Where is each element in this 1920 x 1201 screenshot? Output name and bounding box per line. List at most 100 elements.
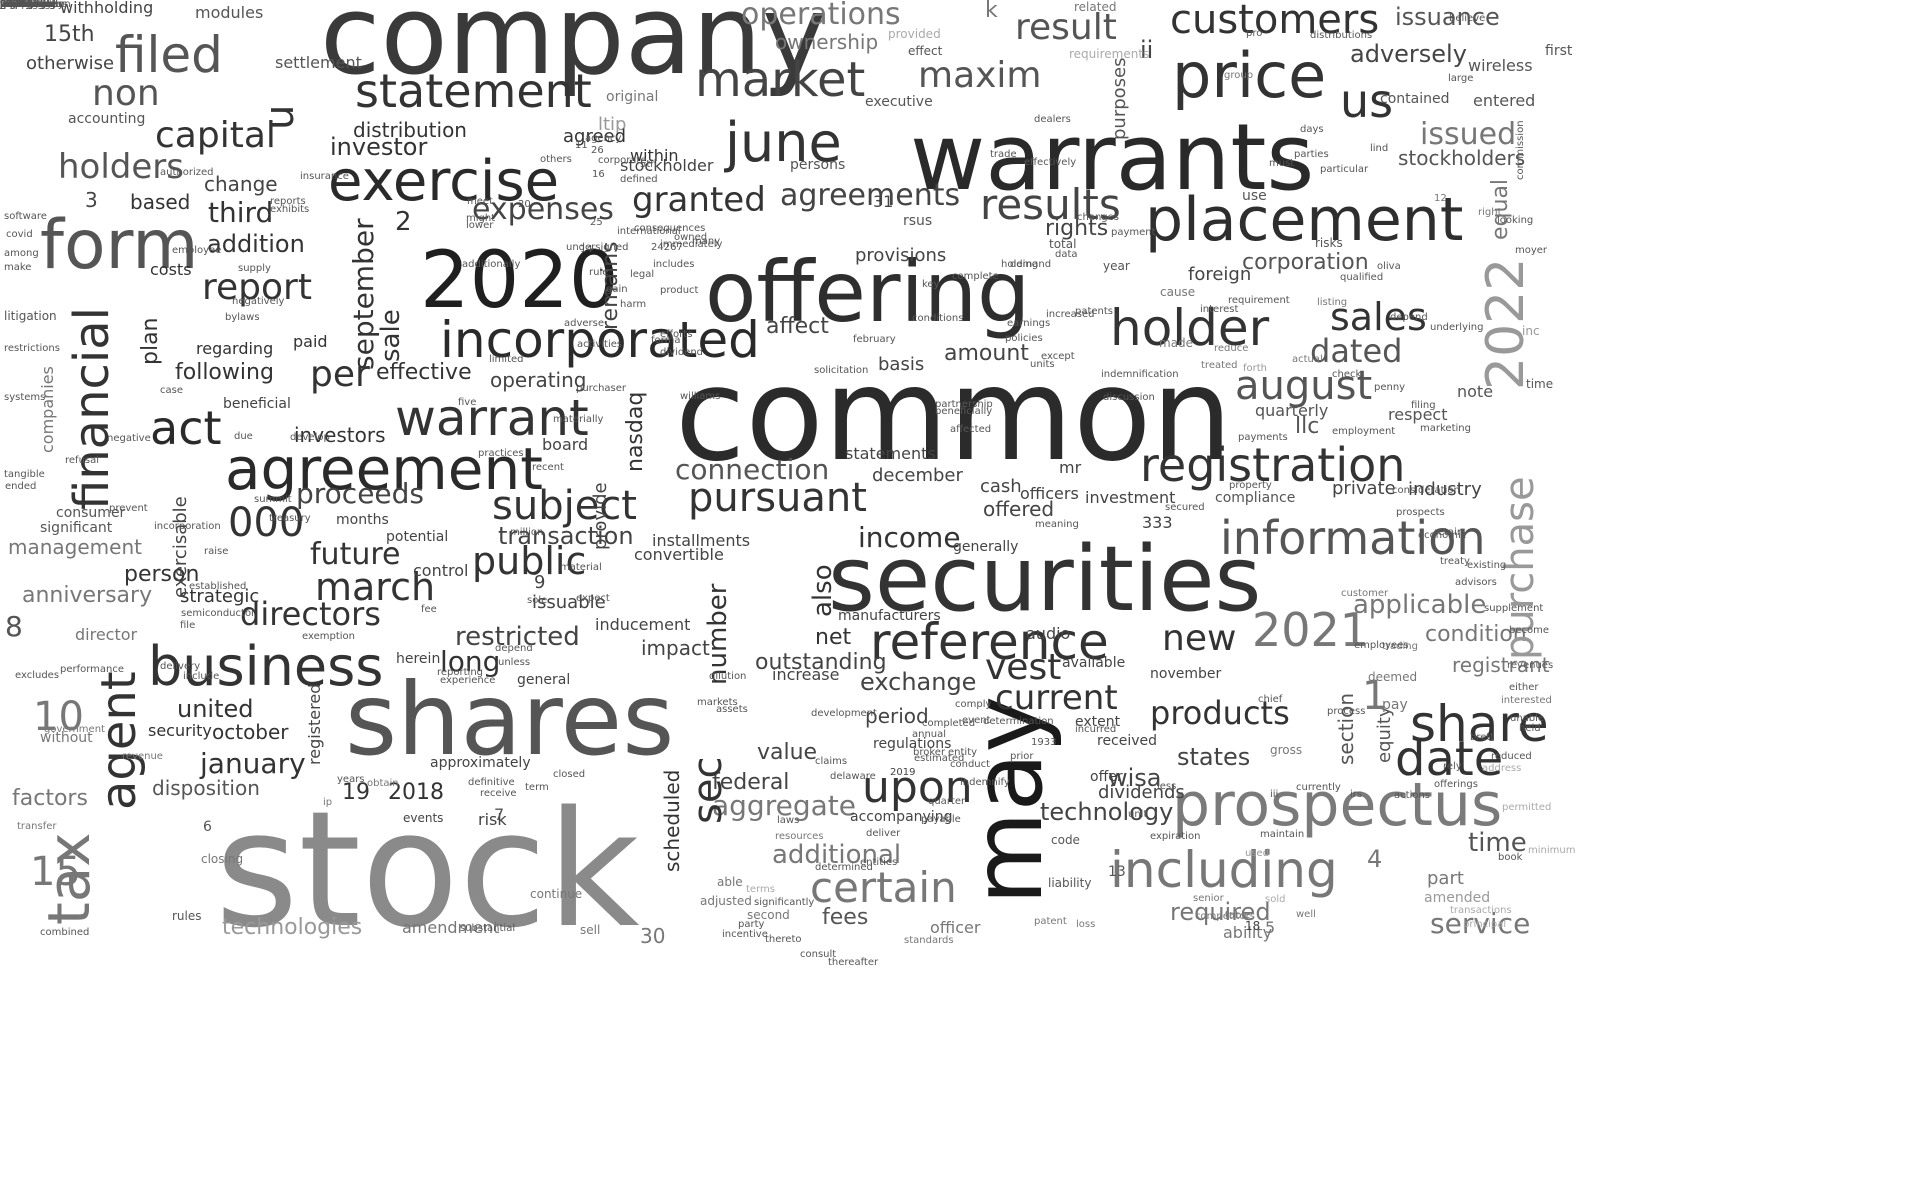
word-conduct: conduct — [950, 759, 991, 770]
word-general: general — [517, 672, 571, 688]
word-series: series — [0, 0, 30, 10]
word-beneficial: beneficial — [223, 396, 291, 412]
word-existing: existing — [1467, 560, 1507, 571]
word-advisors: advisors — [1455, 577, 1497, 588]
word-agreed: agreed — [563, 126, 627, 147]
word-treasury: treasury — [269, 513, 311, 524]
word-develop: develop — [290, 432, 330, 443]
word-maintain: maintain — [1260, 829, 1305, 840]
word-time: time — [1526, 377, 1554, 391]
word-customers: customers — [1170, 0, 1380, 43]
word-6: 6 — [203, 819, 212, 835]
word-might: might — [466, 213, 496, 224]
word-based: based — [130, 190, 191, 214]
word-wireless: wireless — [1468, 56, 1533, 75]
word-entered: entered — [1473, 91, 1536, 110]
word-13: 13 — [1108, 864, 1126, 880]
word-control: control — [413, 561, 469, 580]
word-rights: rights — [1045, 216, 1109, 241]
word-make: make — [4, 262, 32, 273]
word-private: private — [1332, 478, 1396, 499]
word-stockholder: stockholder — [620, 156, 714, 175]
word-outstanding: outstanding — [755, 650, 887, 675]
word-without: without — [40, 730, 93, 746]
word-strategic: strategic — [180, 586, 260, 607]
word-addition: addition — [207, 230, 305, 258]
word-prior: prior — [1010, 751, 1034, 762]
word-irs: irs — [1350, 789, 1363, 800]
word-total: total — [1049, 237, 1077, 251]
word-closing: closing — [201, 852, 244, 866]
word-broker: broker — [913, 747, 946, 758]
word-form: form — [40, 206, 199, 285]
word-brett: brett — [1470, 732, 1495, 743]
word-22: 22 — [0, 0, 13, 10]
word-dealers: dealers — [1034, 114, 1071, 125]
word-treaty: treaty — [1440, 556, 1470, 567]
word-requirement: requirement — [1228, 295, 1290, 306]
word-insurance: insurance — [300, 171, 349, 182]
word-three: three — [0, 0, 27, 10]
word-investors: investors — [294, 423, 386, 447]
word-shares: shares — [345, 661, 675, 778]
word-assets: assets — [716, 704, 748, 715]
word-also: also — [808, 564, 838, 617]
word-determination: determination — [983, 716, 1054, 727]
word-agreement: agreement — [225, 435, 543, 503]
word-accompanying: accompanying — [850, 809, 953, 825]
word-minimum: minimum — [1528, 845, 1576, 856]
word-affect: affect — [766, 314, 829, 339]
word-30: 30 — [640, 924, 666, 948]
word-plan: plan — [138, 317, 163, 365]
word-face: face — [0, 0, 22, 10]
word-director: director — [75, 625, 138, 644]
word-five: five — [458, 397, 477, 408]
word-amendment: amendment — [402, 918, 500, 937]
word-approximately: approximately — [430, 755, 531, 771]
word-well: well — [1296, 909, 1316, 920]
word-increase: increase — [772, 665, 840, 684]
word-issuable: issuable — [532, 592, 606, 613]
word-extent: extent — [1075, 714, 1121, 730]
word-even: even — [0, 0, 25, 10]
word-patent: patent — [1034, 916, 1067, 927]
word-pro: pro — [1246, 28, 1263, 39]
word-prospectus: prospectus — [1172, 770, 1503, 840]
word-include: include — [183, 671, 220, 682]
word-dilution: dilution — [709, 671, 747, 682]
word-business: business — [148, 635, 384, 698]
word-claims: claims — [815, 756, 848, 767]
word-depend: depend — [1390, 312, 1428, 323]
word-included: included — [0, 0, 43, 10]
word-convertible: convertible — [634, 545, 724, 564]
word-fee: fee — [421, 604, 437, 615]
word-summit: summit — [254, 494, 292, 505]
word-purchasing: purchasing — [0, 0, 56, 10]
word-summary: summary — [0, 0, 48, 10]
word-offer: offer — [1090, 769, 1123, 785]
word-development: development — [811, 708, 877, 719]
word-14: 14 — [580, 244, 593, 255]
word-reduce: reduce — [1214, 343, 1249, 354]
word-consequences: consequences — [634, 223, 706, 234]
word-book: book — [1498, 852, 1523, 863]
word-filed: filed — [115, 26, 223, 84]
word-aggregate: aggregate — [712, 789, 856, 822]
word-impact: impact — [641, 636, 710, 660]
word-otherwise: otherwise — [26, 53, 115, 74]
word-decline: decline — [0, 0, 37, 10]
word-inducement: inducement — [595, 615, 691, 634]
word-parties: parties — [1294, 149, 1329, 160]
word-financing: financing — [0, 0, 47, 10]
word-event: event — [962, 715, 991, 726]
word-performance: performance — [60, 664, 125, 675]
word-code: code — [1051, 833, 1080, 847]
word-solicitation: solicitation — [814, 365, 869, 376]
word-policies: policies — [1005, 333, 1043, 344]
word-incorporated: incorporated — [440, 311, 760, 369]
word-particular: particular — [1320, 164, 1369, 175]
word-demand: demand — [1010, 259, 1052, 270]
word-rule: rule — [589, 267, 609, 278]
word-website: website — [0, 0, 39, 10]
word-employment: employment — [1332, 426, 1396, 437]
